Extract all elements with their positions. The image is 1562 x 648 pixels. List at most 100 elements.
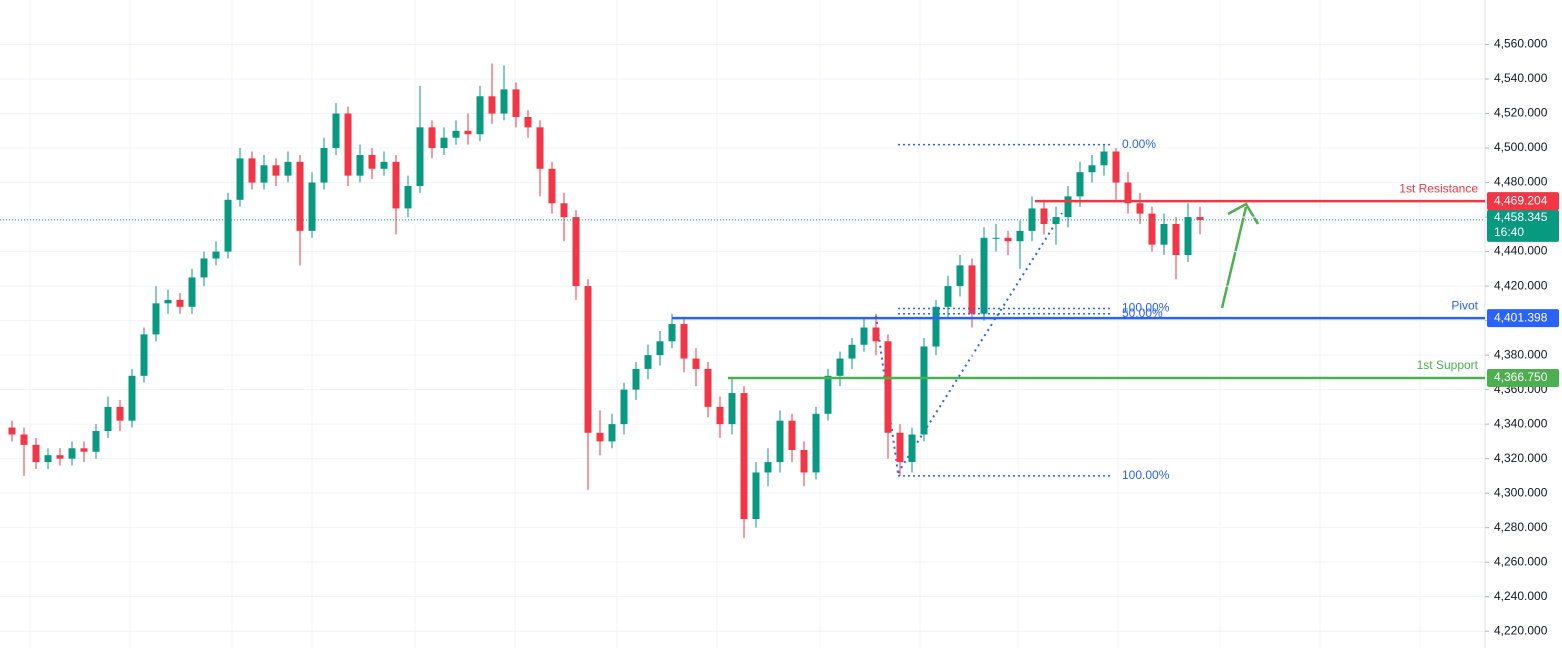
candle-body xyxy=(884,341,892,433)
last-price-box xyxy=(1487,209,1559,242)
candle-body xyxy=(332,113,340,149)
y-tick-label: 4,540.000 xyxy=(1494,71,1548,85)
candle-body xyxy=(344,113,352,176)
candle-body xyxy=(872,327,880,342)
candle-body xyxy=(200,258,208,278)
candle-body xyxy=(860,327,868,345)
candle-body xyxy=(176,299,184,307)
level-name: Pivot xyxy=(1451,298,1478,312)
candle-body xyxy=(320,148,328,183)
candle-body xyxy=(368,154,376,169)
arrow xyxy=(1220,206,1248,309)
candle-body xyxy=(248,158,256,183)
candle-body xyxy=(188,277,196,307)
candle-body xyxy=(896,432,904,463)
candle-body xyxy=(980,237,988,314)
candle-body xyxy=(392,161,400,209)
candle-body xyxy=(944,286,952,307)
candle-body xyxy=(104,406,112,432)
candle-body xyxy=(92,431,100,452)
candle-body xyxy=(236,158,244,200)
y-tick-label: 4,420.000 xyxy=(1494,278,1548,292)
candle-body xyxy=(1064,196,1072,218)
candle-body xyxy=(32,444,40,463)
candle-body xyxy=(1196,217,1204,220)
candle-body xyxy=(44,455,52,463)
candle-body xyxy=(224,199,232,252)
candle-body xyxy=(1136,203,1144,214)
candle-body xyxy=(1004,237,1012,242)
candle-body xyxy=(284,161,292,176)
fib-label: 100.00% xyxy=(1122,468,1170,482)
candle-body xyxy=(428,127,436,149)
candle-body xyxy=(1184,217,1192,256)
candle-body xyxy=(1052,217,1060,224)
candle-body xyxy=(680,324,688,359)
y-tick-label: 4,480.000 xyxy=(1494,175,1548,189)
candle-body xyxy=(1040,208,1048,224)
y-tick-label: 4,520.000 xyxy=(1494,106,1548,120)
y-tick-label: 4,220.000 xyxy=(1494,623,1548,637)
y-tick-label: 4,300.000 xyxy=(1494,485,1548,499)
y-tick-label: 4,260.000 xyxy=(1494,554,1548,568)
candle-body xyxy=(932,306,940,347)
candle-body xyxy=(788,420,796,451)
candle-body xyxy=(80,448,88,452)
level-price-box xyxy=(1487,192,1559,211)
candle-body xyxy=(800,450,808,473)
candle-body xyxy=(260,165,268,183)
y-tick-label: 4,560.000 xyxy=(1494,37,1548,51)
candle-body xyxy=(128,375,136,421)
candle-body xyxy=(704,368,712,407)
candle-body xyxy=(476,96,484,135)
candle-body xyxy=(776,420,784,463)
candle-body xyxy=(356,154,364,176)
candle-body xyxy=(692,358,700,369)
candle-body xyxy=(68,448,76,459)
candle-body xyxy=(296,161,304,231)
candle-body xyxy=(764,462,772,473)
candle-body xyxy=(140,334,148,376)
candle-body xyxy=(416,127,424,187)
level-price-label: 4,366.750 xyxy=(1494,370,1548,384)
candle-body xyxy=(404,186,412,209)
level-price-box xyxy=(1487,368,1559,387)
candle-body xyxy=(152,303,160,335)
candle-body xyxy=(56,455,64,459)
candle-body xyxy=(920,346,928,435)
candle-body xyxy=(608,424,616,442)
level-price-label: 4,401.398 xyxy=(1494,310,1548,324)
y-tick-label: 4,320.000 xyxy=(1494,451,1548,465)
fib-label: 0.00% xyxy=(1122,137,1156,151)
candle-body xyxy=(524,116,532,128)
candle-body xyxy=(1112,151,1120,183)
candle-body xyxy=(584,286,592,433)
candle-body xyxy=(752,472,760,520)
candle-body xyxy=(488,96,496,114)
y-tick-label: 4,240.000 xyxy=(1494,589,1548,603)
vertical-grid xyxy=(29,0,1421,648)
candle-body xyxy=(812,413,820,473)
candle-body xyxy=(848,344,856,359)
candle-body xyxy=(1148,213,1156,245)
y-tick-label: 4,280.000 xyxy=(1494,520,1548,534)
candle-body xyxy=(656,341,664,356)
candle-body xyxy=(740,393,748,520)
fib-label: 50.00% xyxy=(1122,306,1163,320)
candle-body xyxy=(164,299,172,304)
candle-body xyxy=(620,389,628,425)
candle-body xyxy=(536,127,544,169)
level-name: 1st Resistance xyxy=(1399,181,1478,195)
candle-body xyxy=(644,355,652,369)
candle-body xyxy=(452,130,460,138)
candle-body xyxy=(992,237,1000,239)
candle-body xyxy=(908,434,916,463)
candle-body xyxy=(1160,223,1168,245)
candle-body xyxy=(440,137,448,149)
candle-body xyxy=(956,265,964,287)
candle-body xyxy=(380,161,388,169)
candle-body xyxy=(836,358,844,376)
candle-body xyxy=(464,130,472,135)
